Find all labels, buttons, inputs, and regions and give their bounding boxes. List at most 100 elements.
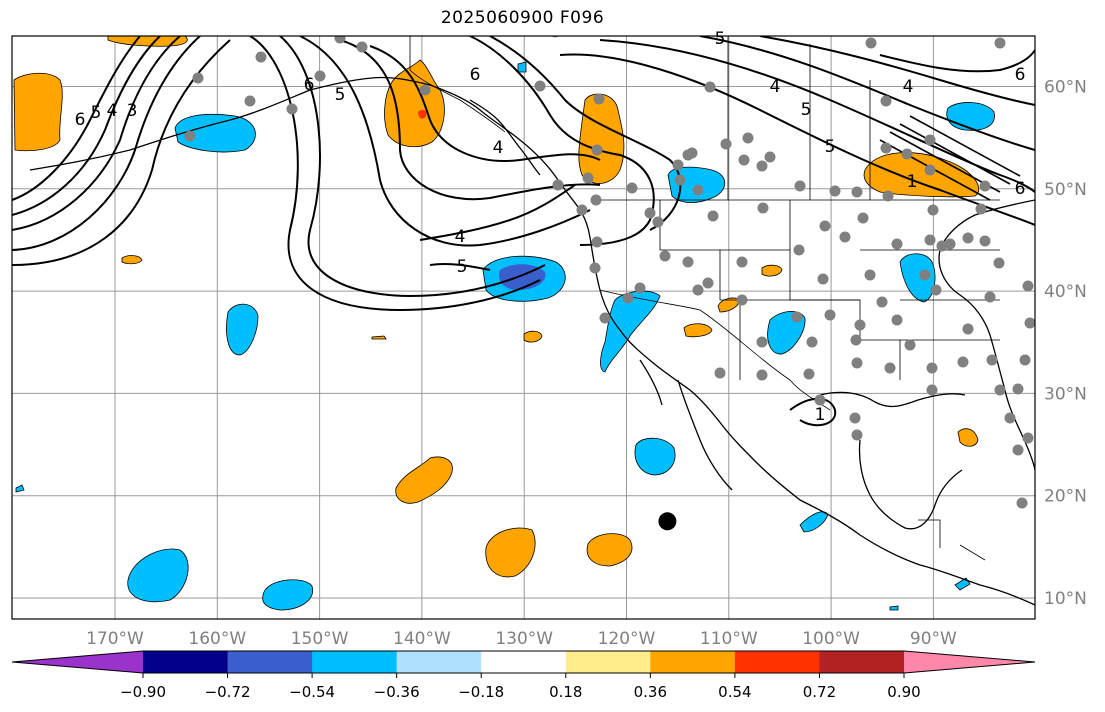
longitude-label: 110°W — [700, 629, 758, 649]
colorbar-tick-label: −0.18 — [458, 683, 504, 701]
colorbar-segment — [143, 651, 229, 673]
station-dot — [736, 256, 748, 268]
station-dot — [793, 244, 805, 256]
latitude-label: 40°N — [1044, 282, 1087, 302]
station-dot — [552, 179, 564, 191]
station-dot — [854, 319, 866, 331]
cool-anomaly — [226, 303, 259, 356]
station-dot — [849, 412, 861, 424]
station-dot — [924, 164, 936, 176]
point-marker — [658, 512, 677, 531]
colorbar-segment — [396, 651, 482, 673]
station-dot — [880, 95, 892, 107]
station-dot — [589, 262, 601, 274]
station-dot — [806, 336, 818, 348]
contour-label: 6 — [1015, 65, 1026, 85]
colorbar-tick-label: 0.90 — [887, 683, 920, 701]
contour-label: 6 — [1015, 179, 1026, 199]
station-dot — [984, 291, 996, 303]
station-dot — [851, 429, 863, 441]
colorbar-segment — [734, 651, 820, 673]
warm-anomaly — [485, 527, 536, 578]
map-frame — [11, 35, 1036, 620]
station-dot — [839, 231, 851, 243]
station-dot — [791, 311, 803, 323]
station-dot — [682, 256, 694, 268]
plot-title: 2025060900 F096 — [440, 8, 605, 28]
warm-anomaly — [371, 335, 387, 340]
station-dot — [924, 234, 936, 246]
warm-anomaly — [957, 428, 979, 447]
station-dot — [720, 138, 732, 150]
contour-label: 5 — [715, 29, 726, 49]
longitude-label: 150°W — [291, 629, 349, 649]
station-dot — [851, 357, 863, 369]
station-dot — [994, 37, 1006, 49]
anomaly-shading — [13, 36, 995, 611]
station-dot — [692, 184, 704, 196]
station-dot — [979, 180, 991, 192]
station-markers — [184, 36, 1035, 509]
station-dot — [738, 154, 750, 166]
station-dot — [652, 216, 664, 228]
longitude-label: 90°W — [910, 629, 957, 649]
colorbar-tick-label: 0.18 — [549, 683, 582, 701]
colorbar-segment — [227, 651, 313, 673]
station-dot — [1012, 444, 1024, 456]
station-dot — [1016, 497, 1028, 509]
station-dot — [1022, 280, 1034, 292]
station-dot — [962, 323, 974, 335]
station-dot — [756, 369, 768, 381]
longitude-label: 100°W — [802, 629, 860, 649]
colorbar-segment — [565, 651, 651, 673]
station-dot — [244, 95, 256, 107]
station-dot — [714, 367, 726, 379]
station-dot — [756, 160, 768, 172]
coastlines — [29, 76, 1035, 606]
station-dot — [919, 269, 931, 281]
contour-label: 6 — [75, 110, 86, 130]
station-dot — [924, 134, 936, 146]
station-dot — [880, 142, 892, 154]
station-dot — [901, 148, 913, 160]
station-dot — [686, 147, 698, 159]
contour-label: 6 — [304, 75, 315, 95]
contour-label: 4 — [107, 101, 118, 121]
station-dot — [576, 204, 588, 216]
station-dot — [926, 362, 938, 374]
station-dot — [756, 336, 768, 348]
warm-anomaly — [578, 93, 625, 184]
station-dot — [884, 362, 896, 374]
station-dot — [622, 292, 634, 304]
station-dot — [764, 151, 776, 163]
station-dot — [927, 204, 939, 216]
colorbar-tick-label: −0.54 — [289, 683, 335, 701]
station-dot — [742, 132, 754, 144]
colorbar-tick-label: −0.90 — [120, 683, 166, 701]
colorbar-segment — [312, 651, 398, 673]
colorbar-tick-label: 0.54 — [718, 683, 751, 701]
contour-label: 5 — [335, 85, 346, 105]
contour-label: 5 — [91, 103, 102, 123]
station-dot — [659, 250, 671, 262]
station-dot — [1019, 354, 1031, 366]
contour-label: 4 — [903, 77, 914, 97]
cool-anomaly — [634, 437, 676, 476]
station-dot — [864, 269, 876, 281]
latitude-label: 10°N — [1044, 589, 1087, 609]
station-dot — [599, 312, 611, 324]
station-dot — [814, 394, 826, 406]
station-dot — [1022, 432, 1034, 444]
station-dot — [1012, 383, 1024, 395]
warm-anomaly — [523, 330, 543, 343]
station-dot — [936, 240, 948, 252]
colorbar-tick-label: 0.36 — [634, 683, 667, 701]
station-dot — [736, 294, 748, 306]
station-dot — [926, 384, 938, 396]
station-dot — [593, 93, 605, 105]
station-dot — [707, 210, 719, 222]
longitude-label: 130°W — [495, 629, 553, 649]
station-dot — [590, 194, 602, 206]
